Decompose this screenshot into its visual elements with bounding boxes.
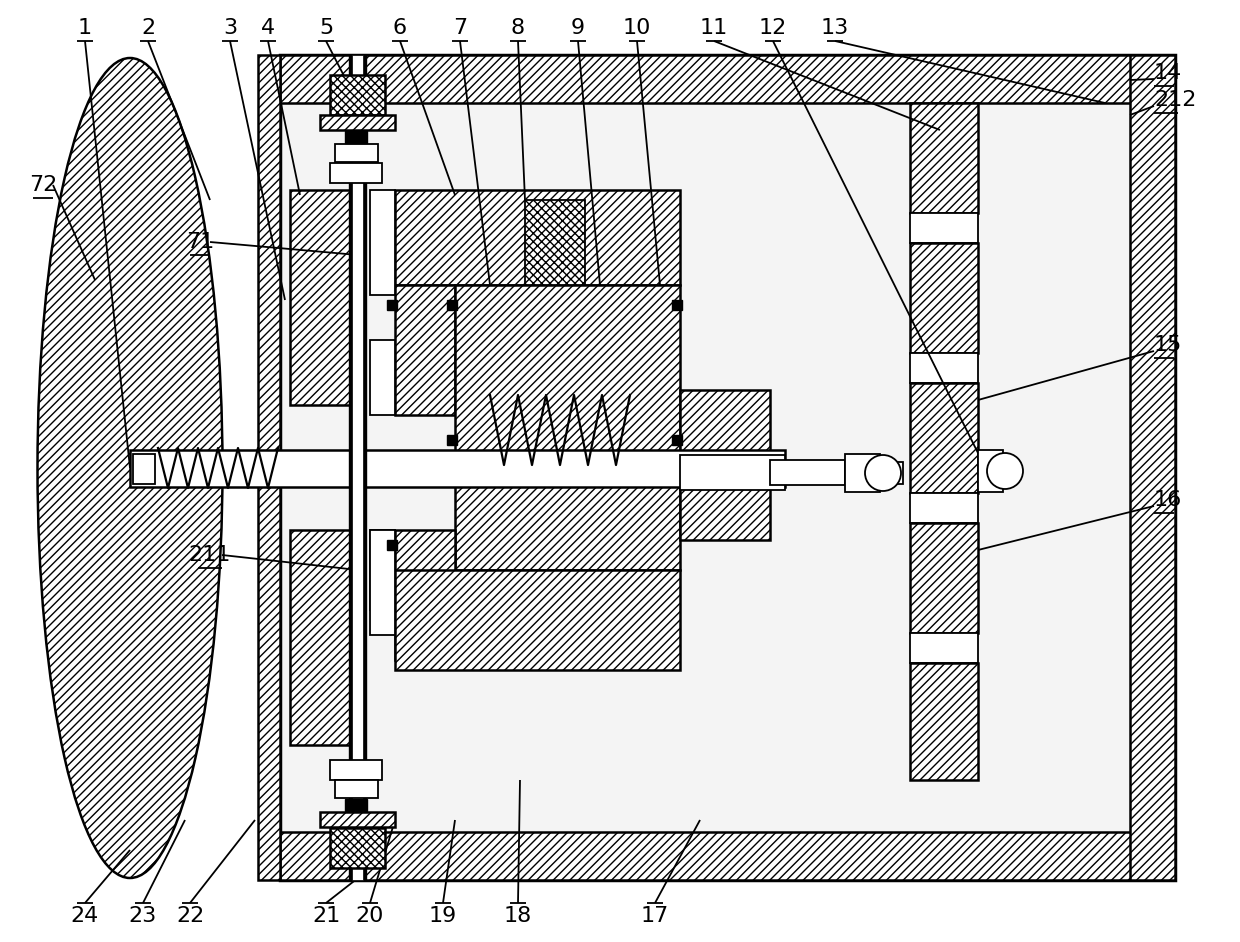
Circle shape [866,455,901,491]
Text: 9: 9 [570,18,585,38]
Text: 72: 72 [29,175,57,195]
Text: 13: 13 [821,18,849,38]
Bar [330,828,384,868]
Bar [878,462,903,484]
Text: 8: 8 [511,18,525,38]
Text: 12: 12 [759,18,787,38]
Text: 15: 15 [1154,335,1183,355]
Text: 71: 71 [186,232,215,252]
Text: 11: 11 [699,18,728,38]
Bar [370,190,396,295]
Text: 16: 16 [1154,490,1182,510]
Text: 3: 3 [223,18,237,38]
Text: 5: 5 [319,18,334,38]
Bar [910,663,978,780]
Bar [844,454,880,492]
Bar [335,780,378,798]
Circle shape [987,453,1023,489]
Bar [672,300,682,310]
Text: 6: 6 [393,18,407,38]
Bar [352,55,363,880]
Bar [910,523,978,633]
Text: 21: 21 [312,906,340,926]
Bar [290,530,352,745]
Bar [320,812,396,827]
Bar [370,530,396,635]
Bar [396,285,455,415]
Bar [910,353,978,383]
Text: 24: 24 [71,906,99,926]
Bar [348,55,366,880]
Text: 211: 211 [188,545,231,565]
Text: 17: 17 [641,906,670,926]
Bar [387,300,397,310]
Text: 10: 10 [622,18,651,38]
Bar [680,455,785,490]
Bar [345,799,367,811]
Bar [130,450,785,487]
Bar [345,131,367,143]
Bar [387,540,397,550]
Bar [910,213,978,243]
Bar [330,75,384,115]
Text: 14: 14 [1154,63,1182,83]
Bar [446,300,458,310]
Bar [370,530,396,610]
Bar [396,530,455,660]
Bar [335,144,378,162]
Bar [910,493,978,523]
Bar [910,243,978,353]
Bar [978,450,1003,492]
Text: 22: 22 [176,906,205,926]
Bar [446,435,458,445]
Bar [280,55,1176,103]
Text: 4: 4 [260,18,275,38]
Text: 18: 18 [503,906,532,926]
Bar [280,832,1176,880]
Bar [770,460,844,485]
Bar [330,163,382,183]
Text: 19: 19 [429,906,458,926]
Bar [133,454,155,484]
Bar [910,103,978,213]
Ellipse shape [37,58,222,878]
Bar [910,633,978,663]
Text: 1: 1 [78,18,92,38]
Bar [525,200,585,285]
Text: 212: 212 [1154,90,1197,110]
Bar [330,760,382,780]
Bar [455,285,680,570]
Bar [680,390,770,540]
Bar [290,190,352,405]
Bar [320,115,396,130]
Bar [258,55,280,880]
Bar [672,435,682,445]
Bar [910,383,978,493]
Bar [396,190,680,285]
Bar [1130,55,1176,880]
Text: 7: 7 [453,18,467,38]
Text: 20: 20 [356,906,384,926]
Text: 23: 23 [129,906,157,926]
Bar [280,55,1176,880]
Bar [370,340,396,415]
Bar [396,570,680,670]
Text: 2: 2 [141,18,155,38]
